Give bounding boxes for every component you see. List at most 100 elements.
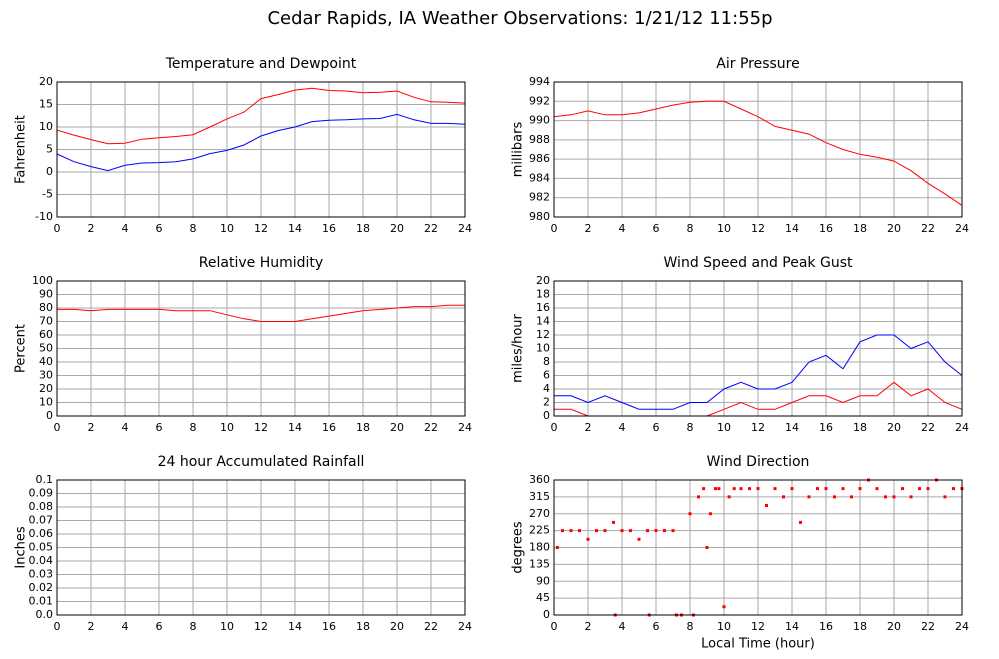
point: [561, 529, 564, 533]
x-tick-label: 10: [717, 620, 731, 633]
x-tick-label: 20: [390, 620, 404, 633]
point: [926, 487, 930, 491]
x-tick-label: 16: [819, 620, 833, 633]
point: [858, 487, 862, 491]
figure-title: Cedar Rapids, IA Weather Observations: 1…: [267, 8, 772, 29]
point: [943, 495, 947, 499]
y-tick-label: 994: [529, 75, 550, 88]
y-tick-label: 10: [39, 396, 53, 409]
x-tick-label: 20: [887, 222, 901, 235]
y-tick-label: 0: [543, 409, 550, 422]
x-tick-label: 8: [190, 222, 197, 235]
y-tick-label: 2: [543, 396, 550, 409]
x-tick-label: 0: [54, 421, 61, 434]
y-tick-label: 70: [39, 315, 53, 328]
y-tick-label: 50: [39, 342, 53, 355]
x-tick-label: 4: [619, 222, 626, 235]
plot-frame: [56, 280, 466, 417]
point: [702, 487, 706, 491]
y-tick-label: 982: [529, 191, 550, 204]
y-tick-label: 0: [46, 409, 53, 422]
point: [629, 529, 632, 533]
x-tick-label: 16: [819, 421, 833, 434]
chart-title: Temperature and Dewpoint: [165, 56, 357, 72]
y-tick-label: 8: [543, 355, 550, 368]
x-tick-label: 20: [887, 421, 901, 434]
x-tick-label: 24: [955, 222, 969, 235]
chart-title: Air Pressure: [716, 56, 799, 72]
x-tick-label: 8: [190, 620, 197, 633]
y-tick-label: 20: [39, 382, 53, 395]
y-tick-label: 20: [39, 75, 53, 88]
point: [671, 529, 675, 533]
point: [909, 495, 913, 499]
chart-title: Wind Direction: [707, 454, 810, 470]
y-tick-label: 990: [529, 114, 550, 127]
y-tick-label: 315: [529, 490, 550, 503]
y-tick-label: 986: [529, 152, 550, 165]
x-tick-label: 24: [458, 620, 472, 633]
point: [637, 537, 641, 541]
y-axis-label: miles/hour: [511, 313, 526, 382]
y-tick-label: 6: [543, 369, 550, 382]
point: [824, 487, 828, 491]
point: [773, 487, 777, 491]
x-tick-label: 18: [356, 620, 370, 633]
y-tick-label: 15: [39, 98, 53, 111]
x-tick-label: 8: [687, 222, 694, 235]
chart-title: Wind Speed and Peak Gust: [664, 255, 853, 271]
y-tick-label: 10: [536, 342, 550, 355]
x-tick-label: 2: [88, 222, 95, 235]
x-tick-label: 8: [190, 421, 197, 434]
point: [918, 487, 921, 491]
point: [892, 495, 896, 499]
y-tick-label: -10: [35, 210, 53, 223]
x-tick-label: 12: [254, 421, 268, 434]
x-tick-label: 22: [921, 620, 935, 633]
x-tick-label: 14: [288, 421, 302, 434]
y-axis-label: degrees: [511, 521, 526, 574]
x-tick-label: 4: [619, 421, 626, 434]
plot-frame: [56, 81, 466, 218]
point: [555, 546, 559, 549]
x-tick-label: 0: [54, 620, 61, 633]
y-tick-label: 0.0: [36, 608, 54, 621]
point: [586, 537, 590, 541]
point: [727, 495, 731, 499]
x-tick-label: 22: [921, 421, 935, 434]
y-tick-label: 270: [529, 507, 550, 520]
x-tick-label: 4: [122, 222, 129, 235]
y-tick-label: 10: [39, 120, 53, 133]
y-tick-label: 980: [529, 210, 550, 223]
point: [875, 487, 879, 491]
x-tick-label: 2: [88, 421, 95, 434]
x-tick-label: 10: [220, 222, 234, 235]
y-axis-label: Percent: [14, 324, 29, 373]
point: [884, 495, 887, 499]
point: [708, 512, 712, 516]
series-line: [553, 100, 963, 206]
x-tick-label: 20: [390, 222, 404, 235]
y-tick-label: 0.01: [29, 595, 54, 608]
x-tick-label: 16: [322, 421, 336, 434]
x-tick-label: 20: [887, 620, 901, 633]
point: [756, 487, 760, 491]
x-tick-label: 18: [853, 421, 867, 434]
y-tick-label: 988: [529, 133, 550, 146]
x-tick-label: 16: [322, 620, 336, 633]
point: [732, 487, 736, 491]
series-line: [57, 304, 465, 322]
point: [663, 529, 666, 533]
x-tick-label: 8: [687, 620, 694, 633]
point: [850, 495, 853, 499]
point: [952, 487, 955, 491]
x-tick-label: 10: [717, 421, 731, 434]
x-tick-label: 2: [585, 421, 592, 434]
chart-title: Relative Humidity: [199, 255, 323, 271]
x-tick-label: 14: [288, 620, 302, 633]
y-tick-label: 0.05: [29, 541, 54, 554]
x-tick-label: 8: [687, 421, 694, 434]
point: [595, 529, 598, 533]
y-tick-label: 0.07: [29, 514, 54, 527]
